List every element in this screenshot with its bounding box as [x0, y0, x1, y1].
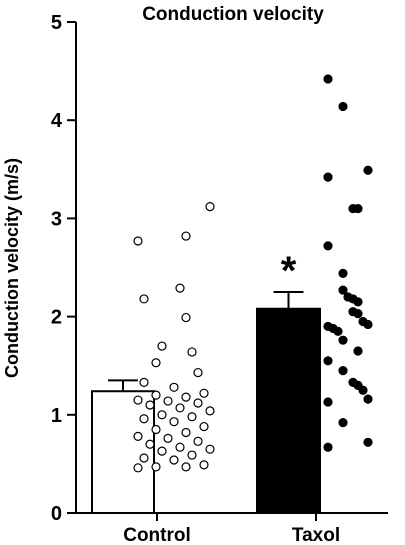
data-point-taxol [348, 377, 358, 387]
data-point-taxol [338, 366, 348, 376]
y-tick-label: 4 [51, 110, 63, 132]
data-point-control [199, 388, 209, 398]
data-point-control [181, 231, 191, 241]
data-point-control [199, 460, 209, 470]
data-point-taxol [338, 418, 348, 428]
data-point-control [133, 236, 143, 246]
y-ticks: 0 1 2 3 4 5 [51, 12, 76, 525]
category-labels: Control Taxol [123, 513, 340, 545]
y-tick-label: 0 [51, 503, 62, 525]
data-point-control [181, 312, 191, 323]
data-points [133, 74, 373, 473]
data-point-control [187, 347, 197, 357]
data-point-taxol [338, 268, 348, 278]
data-point-taxol [338, 335, 348, 345]
data-point-control [157, 410, 167, 420]
data-point-taxol [363, 437, 373, 447]
data-point-taxol [348, 203, 358, 214]
data-point-control [151, 358, 161, 368]
data-point-control [205, 202, 215, 212]
category-label-control: Control [123, 525, 191, 545]
data-point-control [133, 463, 143, 473]
data-point-taxol [338, 285, 348, 295]
chart-title: Conduction velocity [142, 4, 324, 25]
bar-control [91, 390, 155, 514]
data-point-control [151, 462, 161, 472]
data-point-taxol [363, 165, 373, 175]
data-point-control [175, 403, 185, 413]
data-point-taxol [358, 316, 368, 327]
data-point-taxol [323, 241, 333, 251]
data-point-control [181, 462, 191, 472]
data-point-control [187, 412, 197, 422]
data-point-control [205, 406, 215, 416]
category-label-taxol: Taxol [292, 525, 340, 545]
data-point-control [187, 450, 197, 460]
data-point-taxol [363, 394, 373, 404]
data-point-taxol [338, 101, 348, 112]
y-tick-label: 2 [51, 307, 62, 329]
data-point-taxol [323, 74, 333, 84]
data-point-control [193, 436, 203, 446]
bar-taxol [256, 307, 321, 514]
data-point-control [139, 377, 149, 387]
data-point-control [163, 396, 173, 406]
significance-marker: * [281, 249, 297, 293]
data-point-control [133, 395, 143, 405]
data-point-control [193, 398, 203, 408]
data-point-control [169, 455, 179, 465]
bars: * [91, 249, 321, 514]
data-point-control [157, 446, 167, 456]
y-tick-label: 5 [51, 12, 62, 34]
data-point-taxol [323, 321, 333, 332]
data-point-taxol [323, 356, 333, 366]
data-point-taxol [343, 292, 353, 302]
data-point-control [169, 417, 179, 427]
data-point-control [139, 294, 149, 304]
data-point-control [205, 444, 215, 454]
data-point-control [175, 442, 185, 452]
data-point-control [145, 400, 155, 410]
data-point-control [193, 367, 203, 378]
data-point-control [151, 424, 161, 435]
data-point-control [181, 392, 191, 402]
data-point-control [169, 382, 179, 392]
data-point-taxol [348, 307, 358, 317]
data-point-control [181, 427, 191, 438]
data-point-control [145, 439, 155, 449]
y-axis-label: Conduction velocity (m/s) [2, 158, 22, 378]
data-point-control [139, 453, 149, 463]
data-point-taxol [323, 442, 333, 452]
y-tick-label: 3 [51, 208, 62, 230]
data-point-taxol [323, 397, 333, 407]
data-point-control [133, 431, 143, 442]
data-point-taxol [323, 172, 333, 182]
data-point-control [175, 283, 185, 293]
data-point-control [163, 433, 173, 443]
data-point-taxol [353, 346, 363, 356]
data-point-control [139, 414, 149, 424]
data-point-control [151, 390, 161, 400]
data-point-control [199, 421, 209, 432]
y-tick-label: 1 [51, 405, 62, 427]
data-point-control [157, 341, 167, 351]
